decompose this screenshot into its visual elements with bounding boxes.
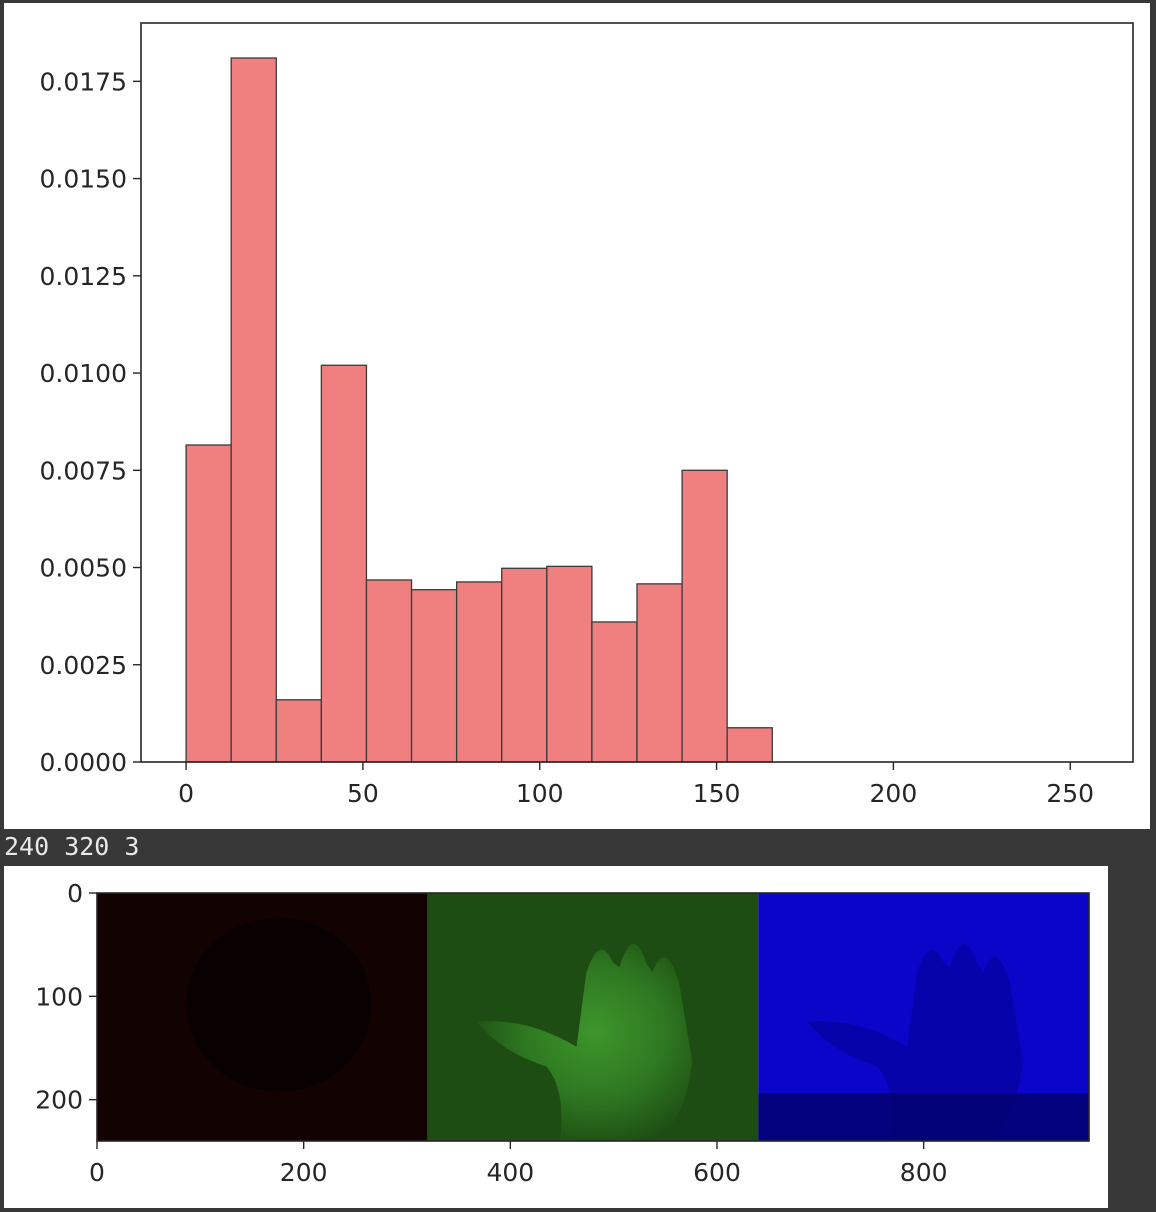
histogram-bars <box>185 57 773 763</box>
histogram-bar <box>726 727 773 763</box>
y-tick-label: 0.0025 <box>40 651 127 680</box>
histogram-bar <box>455 581 503 763</box>
histogram-bar <box>365 579 413 763</box>
channel-image-chart: 0 200 400 600 800 0 100 200 <box>35 879 1090 1187</box>
histogram-figure: 0 50 100 150 200 250 0.0000 0.0025 0.0050 0.0075… <box>4 3 1150 829</box>
histogram-x-ticks: 0 50 100 150 200 250 <box>178 762 1094 808</box>
x-tick-label: 600 <box>693 1158 741 1187</box>
y-tick-label: 200 <box>35 1086 83 1115</box>
hand-silhouette-blue <box>807 943 1023 1141</box>
x-tick-label: 50 <box>347 779 379 808</box>
histogram-bar <box>501 567 548 763</box>
x-tick-label: 200 <box>280 1158 328 1187</box>
histogram-bar <box>185 444 232 763</box>
histogram-bar <box>320 364 368 763</box>
histogram-bar <box>591 621 638 763</box>
x-tick-label: 150 <box>693 779 741 808</box>
y-tick-label: 0.0075 <box>40 456 127 485</box>
x-tick-label: 800 <box>900 1158 948 1187</box>
histogram-bar <box>410 589 458 763</box>
image-x-ticks: 0 200 400 600 800 <box>89 1141 948 1187</box>
image-figure: 0 200 400 600 800 0 100 200 <box>4 866 1108 1208</box>
y-tick-label: 100 <box>35 982 83 1011</box>
y-tick-label: 0.0050 <box>40 554 127 583</box>
x-tick-label: 0 <box>89 1158 105 1187</box>
x-tick-label: 250 <box>1046 779 1094 808</box>
y-tick-label: 0.0150 <box>40 165 127 194</box>
histogram-bar <box>275 699 323 763</box>
y-tick-label: 0 <box>67 879 83 908</box>
image-axes-frame <box>96 892 1090 1142</box>
y-tick-label: 0.0100 <box>40 359 127 388</box>
blue-channel-panel <box>758 893 1089 1141</box>
x-tick-label: 0 <box>178 779 194 808</box>
red-channel-panel <box>97 893 428 1141</box>
x-tick-label: 200 <box>870 779 918 808</box>
histogram-y-ticks: 0.0000 0.0025 0.0050 0.0075 0.0100 0.0125 0.01… <box>40 67 141 777</box>
x-tick-label: 100 <box>516 779 564 808</box>
cell-output-text: 240 320 3 <box>4 832 140 861</box>
histogram-axes-frame <box>140 22 1134 763</box>
y-tick-label: 0.0000 <box>40 748 127 777</box>
histogram-bar <box>546 565 593 763</box>
y-tick-label: 0.0125 <box>40 262 127 291</box>
histogram-chart: 0 50 100 150 200 250 0.0000 0.0025 0.0050 0.0075… <box>40 22 1134 808</box>
histogram-bar <box>230 57 277 763</box>
x-tick-label: 400 <box>486 1158 534 1187</box>
y-tick-label: 0.0175 <box>40 67 127 96</box>
image-y-ticks: 0 100 200 <box>35 879 97 1115</box>
hand-silhouette-green <box>477 943 693 1141</box>
histogram-bar <box>636 583 683 763</box>
histogram-bar <box>681 469 728 763</box>
green-channel-panel <box>427 893 759 1141</box>
